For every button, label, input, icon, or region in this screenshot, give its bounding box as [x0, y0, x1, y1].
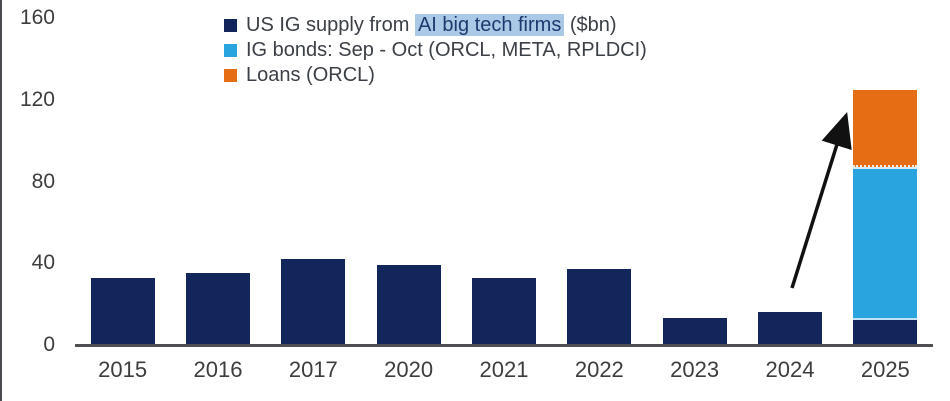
legend-label-suffix: ($bn): [564, 14, 617, 36]
legend-label-prefix: US IG supply from: [246, 14, 415, 36]
x-axis-label-2016: 2016: [193, 357, 243, 382]
legend-swatch-orange: [224, 69, 237, 82]
bar-2025-loans: [853, 89, 918, 168]
y-axis-tick-40: 40: [31, 251, 55, 275]
bar-2015-supply: [90, 277, 155, 345]
y-axis-tick-160: 160: [19, 6, 55, 29]
bar-2025-supply: [853, 320, 918, 345]
chart-legend: US IG supply from AI big tech firms ($bn…: [224, 13, 647, 88]
bar-2023-supply: [662, 318, 727, 345]
x-axis-label-2021: 2021: [479, 357, 529, 382]
legend-label: Loans (ORCL): [246, 64, 375, 86]
bar-2025-ig-bonds: [853, 167, 918, 321]
bar-2020-supply: [376, 265, 441, 345]
left-edge-line: [0, 0, 2, 401]
x-axis-label-2022: 2022: [574, 357, 624, 382]
legend-swatch-lightblue: [224, 44, 237, 57]
bar-2022-supply: [567, 269, 632, 345]
bar-2021-supply: [472, 277, 536, 345]
x-axis-label-2024: 2024: [765, 357, 815, 382]
bar-2016-supply: [186, 273, 250, 345]
x-axis-label-2020: 2020: [384, 357, 434, 382]
x-axis-label-2025: 2025: [860, 357, 910, 382]
x-axis-line: [75, 344, 933, 347]
legend-label: IG bonds: Sep - Oct (ORCL, META, RPLDCI): [246, 39, 647, 61]
y-axis-tick-0: 0: [43, 333, 55, 356]
legend-highlight: AI big tech firms: [414, 14, 565, 36]
trend-arrow: [790, 111, 852, 289]
y-axis-tick-80: 80: [31, 169, 55, 193]
legend-item-us-ig-supply: US IG supply from AI big tech firms ($bn…: [224, 13, 647, 38]
y-axis-tick-120: 120: [19, 87, 55, 111]
legend-swatch-navy: [224, 19, 237, 32]
bar-2024-supply: [758, 312, 822, 345]
bar-2017-supply: [281, 259, 346, 345]
legend-item-loans: Loans (ORCL): [224, 63, 647, 88]
x-axis-label-2015: 2015: [98, 357, 148, 382]
x-axis-label-2023: 2023: [670, 357, 720, 382]
x-axis-label-2017: 2017: [288, 357, 338, 382]
legend-item-ig-bonds: IG bonds: Sep - Oct (ORCL, META, RPLDCI): [224, 38, 647, 63]
legend-label: US IG supply from AI big tech firms ($bn…: [246, 14, 617, 37]
